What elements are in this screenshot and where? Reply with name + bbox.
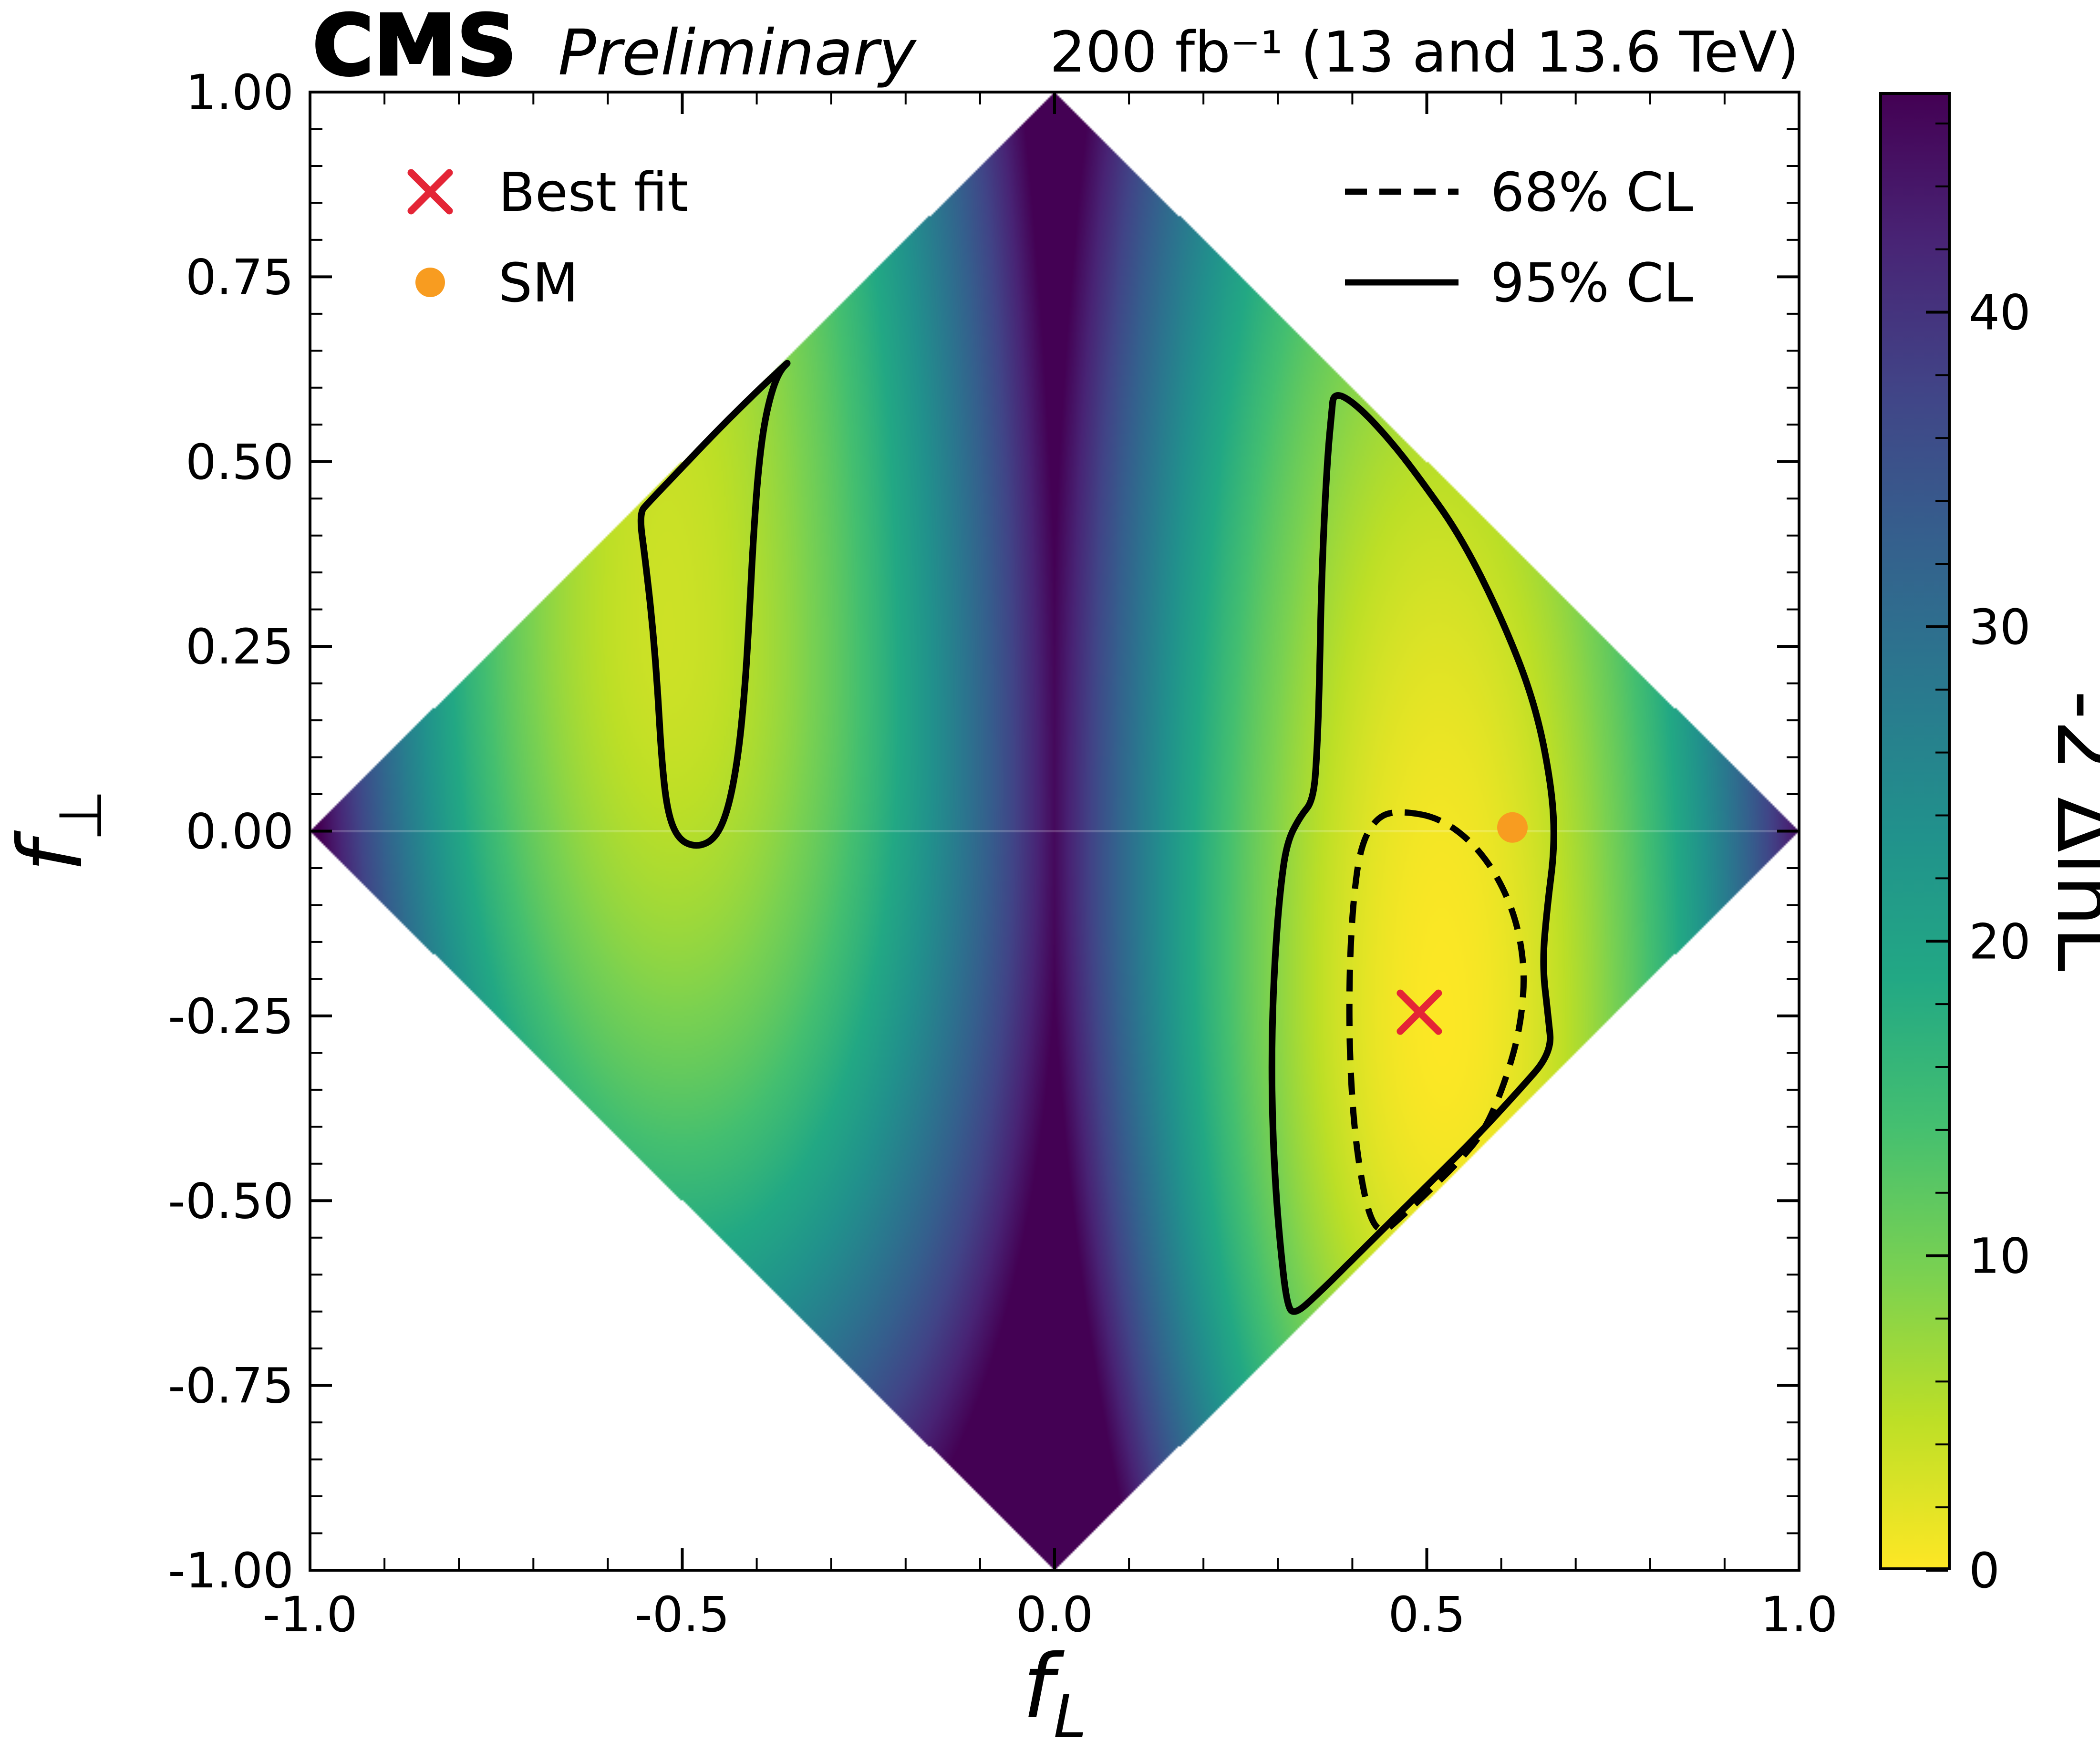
colorbar-tick-label: 40 [1969,285,2031,342]
y-tick-label: -1.00 [168,1543,294,1599]
colorbar-label: -2 ΔlnL [2038,690,2100,972]
y-tick-label: -0.50 [168,1173,294,1230]
colorbar-tick-label: 20 [1969,913,2031,970]
cl68-legend-label: 68% CL [1490,162,1693,224]
x-tick-label: 0.0 [1016,1586,1093,1643]
y-tick-label: -0.75 [168,1358,294,1415]
x-axis-label: fL [1023,1635,1087,1751]
best-fit-legend-label: Best fit [498,162,688,224]
sm-legend-icon [415,268,445,297]
confidence-contours [637,360,1557,1315]
y-tick-label: 0.25 [186,619,294,675]
colorbar-tick-label: 30 [1969,599,2031,656]
cms-label: CMS [312,0,517,94]
sm-marker [1497,812,1528,843]
y-tick-label: -0.25 [168,988,294,1045]
best-fit-marker [1397,989,1442,1035]
y-tick-label: 0.75 [186,249,294,306]
contour-68cl [1346,809,1527,1233]
contour-95cl [637,360,791,849]
y-tick-label: 1.00 [186,64,294,121]
y-axis-label: f⊥ [0,789,115,872]
legend: Best fit SM 68% CL 95% CL [407,162,1693,314]
x-tick-label: 0.5 [1388,1586,1465,1643]
fit-markers [1397,812,1528,1035]
contour-95cl [1268,392,1557,1315]
y-tick-label: 0.50 [186,434,294,491]
x-tick-label: -1.0 [262,1586,357,1643]
colorbar-gradient [1879,92,1951,1570]
colorbar-tick-label: 10 [1969,1228,2031,1285]
sm-legend-label: SM [498,252,579,314]
best-fit-legend-icon [407,169,453,215]
cl95-legend-label: 95% CL [1490,252,1693,314]
colorbar-tick-label: 0 [1969,1543,2000,1599]
x-axis-label-sub: L [1054,1682,1087,1751]
x-tick-label: -0.5 [635,1586,730,1643]
x-tick-label: 1.0 [1760,1586,1838,1643]
y-axis-label-sub: ⊥ [46,789,115,841]
y-tick-label: 0.00 [186,804,294,860]
preliminary-label: Preliminary [558,16,917,90]
lumi-label: 200 fb⁻¹ (13 and 13.6 TeV) [1050,19,1799,85]
